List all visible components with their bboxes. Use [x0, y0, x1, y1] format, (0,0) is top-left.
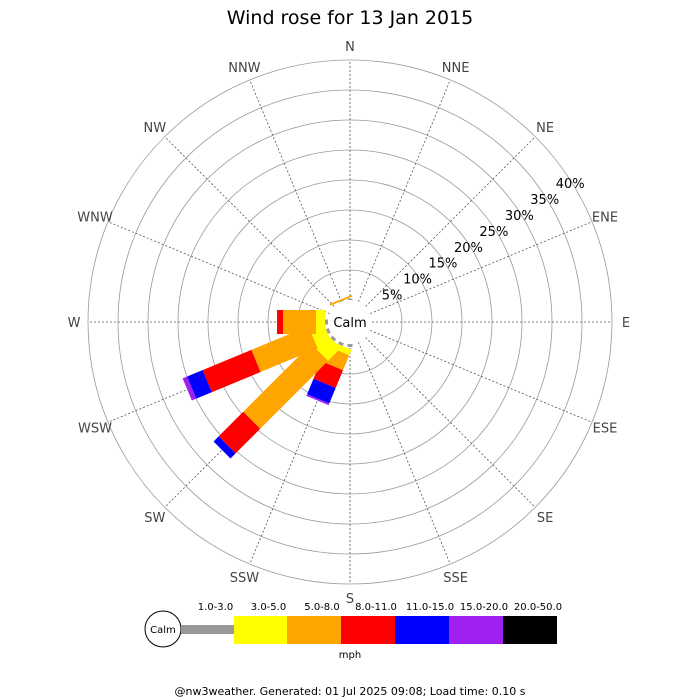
bar-wsw-bin-2 [251, 326, 318, 373]
legend-swatch-0 [181, 625, 234, 634]
bar-wsw-bin-4 [187, 370, 212, 399]
legend-label-5: 15.0-20.0 [460, 602, 508, 613]
percent-label-20: 20% [454, 241, 483, 256]
direction-label-sw: SW [144, 511, 165, 526]
footer-text: @nw3weather. Generated: 01 Jul 2025 09:0… [175, 685, 526, 698]
legend-label-3: 8.0-11.0 [355, 602, 397, 613]
percent-label-30: 30% [505, 209, 534, 224]
legend-calm-label: Calm [150, 625, 176, 636]
spoke-se [365, 337, 536, 508]
calm-circle-group: Calm [328, 300, 372, 344]
percent-labels: 5%10%15%20%25%30%35%40% [382, 177, 585, 303]
calm-label: Calm [333, 316, 366, 331]
ring-40% [87, 59, 613, 585]
legend-swatch-6 [503, 616, 557, 644]
legend: Calm 1.0-3.0 3.0-5.0 5.0-8.0 8.0-11.0 11.0-1… [144, 602, 562, 661]
direction-label-se: SE [537, 511, 553, 526]
legend-label-1: 3.0-5.0 [251, 602, 286, 613]
bar-wsw-bin-3 [202, 349, 261, 393]
spoke-ese [370, 330, 593, 423]
spoke-nw [164, 136, 335, 307]
spoke-wnw [107, 221, 330, 314]
direction-label-w: W [68, 316, 81, 331]
percent-label-5: 5% [382, 288, 403, 303]
direction-label-sse: SSE [443, 571, 468, 586]
chart-title: Wind rose for 13 Jan 2015 [227, 7, 474, 29]
legend-label-0: 1.0-3.0 [198, 602, 233, 613]
legend-label-4: 11.0-15.0 [406, 602, 454, 613]
direction-label-wsw: WSW [78, 422, 112, 437]
spoke-nnw [249, 79, 342, 302]
direction-label-nw: NW [144, 121, 167, 136]
spoke-ne [365, 136, 536, 307]
bar-sw-bin-0 [330, 335, 337, 342]
bar-ssw-bin-5 [306, 394, 330, 406]
percent-label-10: 10% [403, 273, 432, 288]
direction-label-nnw: NNW [228, 61, 260, 76]
bar-ssw-bin-2 [320, 346, 350, 371]
legend-swatch-5 [449, 616, 503, 644]
spoke-sse [358, 342, 451, 565]
legend-bins: 1.0-3.0 3.0-5.0 5.0-8.0 8.0-11.0 11.0-15.0 15… [181, 602, 562, 644]
legend-swatch-1 [234, 616, 287, 644]
legend-swatch-3 [341, 616, 395, 644]
legend-swatch-4 [395, 616, 449, 644]
direction-label-ese: ESE [593, 422, 618, 437]
bar-wsw-bin-0 [325, 328, 331, 334]
spoke-ene [370, 221, 593, 314]
direction-label-nne: NNE [442, 61, 470, 76]
direction-label-wnw: WNW [77, 210, 113, 225]
bar-sw-bin-2 [243, 343, 329, 429]
bar-ssw-bin-0 [338, 341, 344, 347]
direction-label-ne: NE [536, 121, 554, 136]
legend-unit: mph [339, 650, 361, 661]
direction-label-ene: ENE [592, 210, 618, 225]
direction-label-s: S [346, 592, 354, 607]
direction-label-e: E [622, 316, 630, 331]
bar-sw-bin-3 [218, 411, 261, 454]
percent-label-35: 35% [530, 193, 559, 208]
bar-nnw-bin-2 [329, 294, 353, 306]
direction-label-n: N [345, 40, 355, 55]
direction-labels: N NNE NE ENE E ESE SE SSE S SSW SW WSW W WNW NW NNW [68, 40, 631, 607]
spoke-nne [358, 79, 451, 302]
bar-sw-bin-4 [213, 436, 236, 459]
percent-label-15: 15% [429, 257, 458, 272]
percent-label-40: 40% [556, 177, 585, 192]
direction-label-ssw: SSW [230, 571, 260, 586]
legend-swatch-2 [287, 616, 341, 644]
calm-circle [328, 300, 372, 344]
bar-wsw-bin-5 [182, 376, 197, 401]
percent-label-25: 25% [479, 225, 508, 240]
wind-bars [182, 294, 353, 459]
bar-ssw-bin-4 [307, 378, 336, 404]
bar-ssw-bin-3 [313, 361, 344, 388]
legend-label-2: 5.0-8.0 [304, 602, 339, 613]
legend-label-6: 20.0-50.0 [514, 602, 562, 613]
